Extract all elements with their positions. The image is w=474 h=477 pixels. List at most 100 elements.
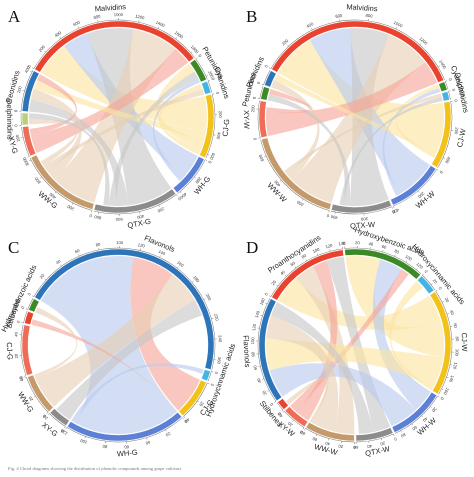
tick-label: 600 (335, 13, 343, 19)
tick-label: 600 (72, 19, 81, 27)
tick-label: 120 (251, 323, 257, 331)
tick-label: 80 (95, 242, 101, 248)
tick-mark (165, 429, 167, 432)
segment-arc-cyanidins (438, 81, 448, 92)
tick-label: 0 (326, 213, 330, 219)
tick-label: 200 (250, 104, 256, 112)
tick-mark (159, 255, 161, 258)
segment-label-wh-w: WH-W (414, 189, 437, 211)
tick-label: 0 (343, 241, 347, 246)
segment-arc-peonidins (264, 70, 277, 88)
tick-label: 800 (93, 13, 102, 19)
tick-label: 1800 (190, 44, 200, 55)
tick-mark (30, 70, 33, 73)
segment-label-xy-w: XY-W (242, 110, 251, 130)
tick-label: 0 (298, 429, 303, 435)
tick-mark (437, 395, 440, 398)
segment-arc-xy-w (258, 100, 268, 138)
tick-label: 20 (432, 278, 439, 285)
tick-mark (40, 176, 43, 179)
tick-mark (430, 406, 432, 408)
segment-arc-malvidins (271, 20, 444, 83)
tick-label: 40 (366, 444, 372, 450)
chord-links (266, 256, 445, 434)
tick-mark (329, 249, 331, 252)
tick-mark (435, 289, 438, 292)
chord-hydroxycinnamic-acids-to-wh-g (71, 363, 204, 424)
tick-mark (391, 206, 393, 209)
tick-label: 400 (306, 21, 315, 29)
tick-mark (305, 259, 307, 262)
tick-mark (282, 411, 285, 413)
segment-label-cyanidins: Cyanidins (213, 66, 232, 100)
tick-mark (400, 430, 402, 433)
tick-label: 100 (250, 337, 255, 345)
tick-label: 160 (442, 387, 450, 396)
segment-arc-qtx-w (355, 427, 394, 442)
tick-label: 20 (261, 389, 268, 396)
tick-label: 200 (281, 38, 290, 47)
tick-label: 0 (453, 99, 458, 103)
tick-label: 60 (252, 364, 258, 370)
segment-label-cj-g: CJ-G (5, 342, 15, 360)
chord-links (29, 28, 208, 206)
segment-label-cj-g: CJ-G (221, 119, 232, 137)
tick-mark (292, 419, 294, 422)
tick-mark (438, 65, 440, 68)
segment-label-flavonols: Flavonols (241, 335, 252, 368)
tick-label: 40 (276, 411, 283, 418)
tick-label: 120 (137, 242, 146, 249)
tick-mark (445, 80, 448, 82)
figure-caption: Fig. 4 Chord diagrams showing the distri… (8, 466, 182, 471)
tick-label: 1200 (418, 36, 429, 46)
tick-mark (301, 198, 304, 201)
tick-mark (448, 90, 451, 92)
chord-stilbenes-to-ww-w (285, 377, 329, 424)
tick-label: 200 (66, 204, 75, 212)
tick-label: 120 (59, 428, 68, 436)
segment-arc-stilbenes (24, 311, 34, 325)
tick-label: 0 (26, 63, 32, 68)
tick-mark (179, 191, 182, 194)
segment-arc-malvidins (34, 20, 195, 73)
tick-mark (32, 67, 34, 69)
tick-mark (294, 266, 297, 269)
segment-label-wh-g: WH-G (116, 448, 138, 459)
tick-label: 0 (252, 137, 258, 141)
tick-mark (261, 83, 264, 85)
tick-mark (411, 423, 413, 426)
tick-label: 0 (214, 371, 220, 375)
segment-arc-flavonols (258, 298, 282, 401)
tick-label: 0 (252, 96, 257, 100)
tick-axis (207, 371, 212, 382)
segment-label-ww-w: WW-W (313, 442, 339, 457)
tick-mark (29, 159, 32, 161)
chord-stilbenes-to-cj-g (31, 319, 179, 411)
tick-label: 200 (295, 199, 304, 207)
segment-arc-peonidins (21, 70, 40, 112)
tick-label: 0 (16, 319, 22, 323)
tick-mark (287, 44, 289, 47)
tick-mark (417, 190, 420, 193)
tick-label: 200 (417, 191, 426, 200)
tick-mark (276, 284, 279, 287)
tick-axis (276, 402, 284, 411)
tick-label: 20 (379, 441, 385, 447)
tick-label: 200 (156, 206, 165, 214)
tick-label: 0 (256, 80, 262, 84)
segment-label-qtx-g: QTX-G (127, 217, 152, 230)
segment-label-ww-g: WW-G (37, 189, 60, 210)
tick-mark (54, 191, 57, 194)
tick-mark (33, 395, 36, 398)
tick-label: 20 (431, 406, 438, 413)
tick-label: 0 (263, 291, 269, 296)
tick-mark (422, 273, 424, 276)
tick-axis (263, 70, 271, 85)
tick-label: 400 (48, 191, 57, 200)
tick-axis (207, 80, 213, 93)
tick-label: 0 (352, 445, 355, 450)
tick-mark (44, 50, 46, 53)
tick-mark (328, 438, 330, 441)
tick-label: 160 (176, 260, 185, 269)
tick-mark (22, 90, 25, 92)
